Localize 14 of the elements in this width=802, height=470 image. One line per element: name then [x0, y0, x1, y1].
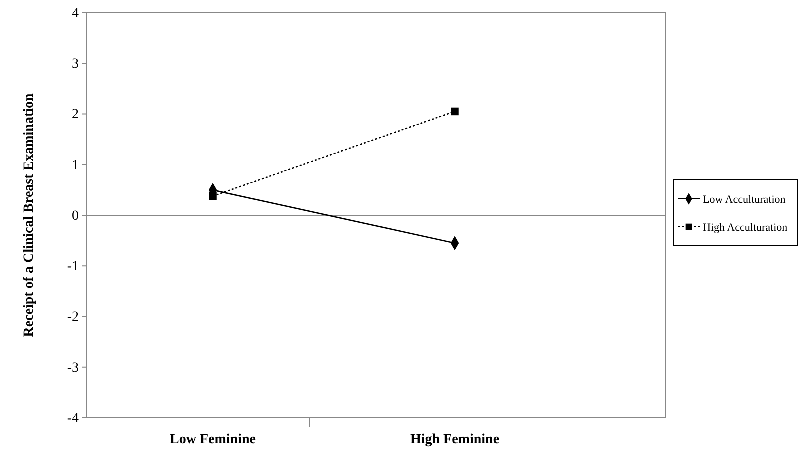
- y-tick-label: 1: [72, 158, 79, 174]
- x-tick-label: Low Feminine: [170, 432, 256, 448]
- y-axis-title: Receipt of a Clinical Breast Examination: [22, 94, 37, 338]
- y-tick-label: -3: [67, 360, 79, 376]
- legend-label: Low Acculturation: [703, 194, 786, 206]
- y-tick-label: 2: [72, 108, 79, 123]
- y-tick-label: 0: [72, 208, 79, 224]
- y-tick-label: -2: [67, 310, 79, 326]
- y-tick-label: 3: [72, 57, 79, 72]
- y-tick-label: -1: [67, 260, 79, 275]
- legend-label: High Acculturation: [703, 222, 788, 234]
- y-tick-label: -4: [67, 411, 79, 426]
- y-tick-label: 4: [72, 6, 79, 22]
- x-tick-label: High Feminine: [410, 432, 500, 448]
